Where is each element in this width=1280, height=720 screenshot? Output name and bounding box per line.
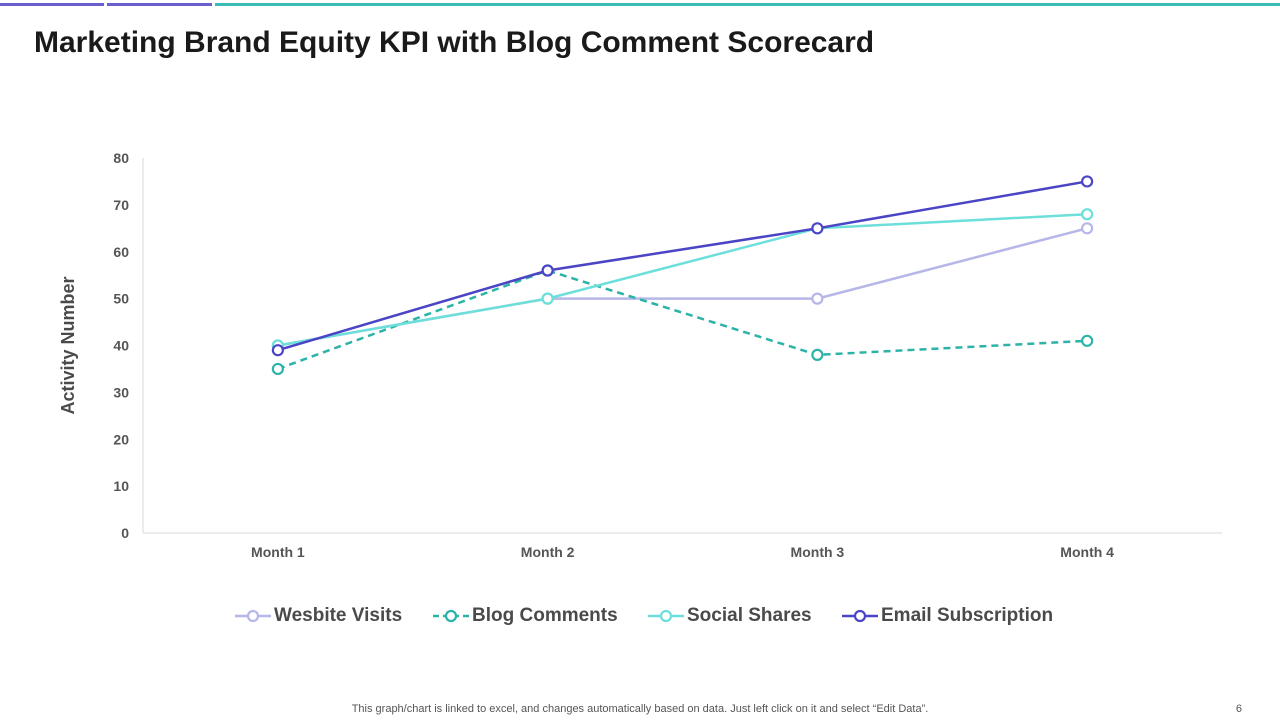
y-axis-title: Activity Number [58,276,78,414]
data-point[interactable] [1081,175,1094,188]
chart-legend: Wesbite Visits Blog Comments Social Shares… [0,602,1280,630]
legend-swatch [235,609,271,623]
legend-label: Email Subscription [881,605,1054,626]
y-tick-label: 0 [121,525,129,541]
legend-swatch [842,609,878,623]
top-accent-bars [0,0,1280,6]
y-tick-label: 80 [113,150,129,166]
data-point[interactable] [271,362,284,376]
legend-label: Blog Comments [472,605,618,626]
page-title: Marketing Brand Equity KPI with Blog Com… [34,26,875,59]
x-tick-label: Month 3 [791,544,845,560]
x-tick-label: Month 2 [521,544,575,560]
accent-bar-3 [215,3,1280,6]
data-point[interactable] [1081,334,1094,347]
accent-bar-1 [0,3,104,6]
legend-item: Social Shares [647,602,812,630]
series-line-3 [277,180,1088,352]
legend-swatch [648,609,684,623]
data-point[interactable] [1081,222,1094,235]
y-tick-label: 60 [113,244,129,260]
y-tick-label: 40 [113,338,129,354]
legend-item: Wesbite Visits [234,602,402,630]
series-line-2 [277,213,1088,347]
legend-item: Blog Comments [432,602,618,630]
page-number: 6 [1235,703,1242,715]
series-line-0 [277,227,1088,347]
y-tick-label: 70 [113,197,129,213]
data-point[interactable] [271,344,284,357]
data-point[interactable] [811,292,824,305]
line-chart[interactable]: 0 10 20 30 40 50 60 70 80 Month 1 Month 2 Month 3 Mo… [0,0,1280,600]
x-tick-label: Month 4 [1060,544,1114,560]
data-point[interactable] [811,348,824,361]
x-tick-label: Month 1 [251,544,305,560]
data-point[interactable] [541,264,554,277]
y-tick-label: 30 [113,384,129,400]
accent-bar-2 [107,3,212,6]
data-point[interactable] [811,222,824,235]
legend-label: Social Shares [687,605,812,626]
data-point[interactable] [541,292,554,305]
legend-swatch [433,609,469,623]
legend-item: Email Subscription [841,602,1053,630]
footer-note: This graph/chart is linked to excel, and… [351,703,929,715]
legend-label: Wesbite Visits [274,605,403,626]
series-line-1 [277,269,1088,371]
y-tick-label: 10 [113,478,129,494]
data-point[interactable] [1081,208,1094,221]
y-tick-label: 50 [113,291,129,307]
y-tick-label: 20 [113,431,129,447]
